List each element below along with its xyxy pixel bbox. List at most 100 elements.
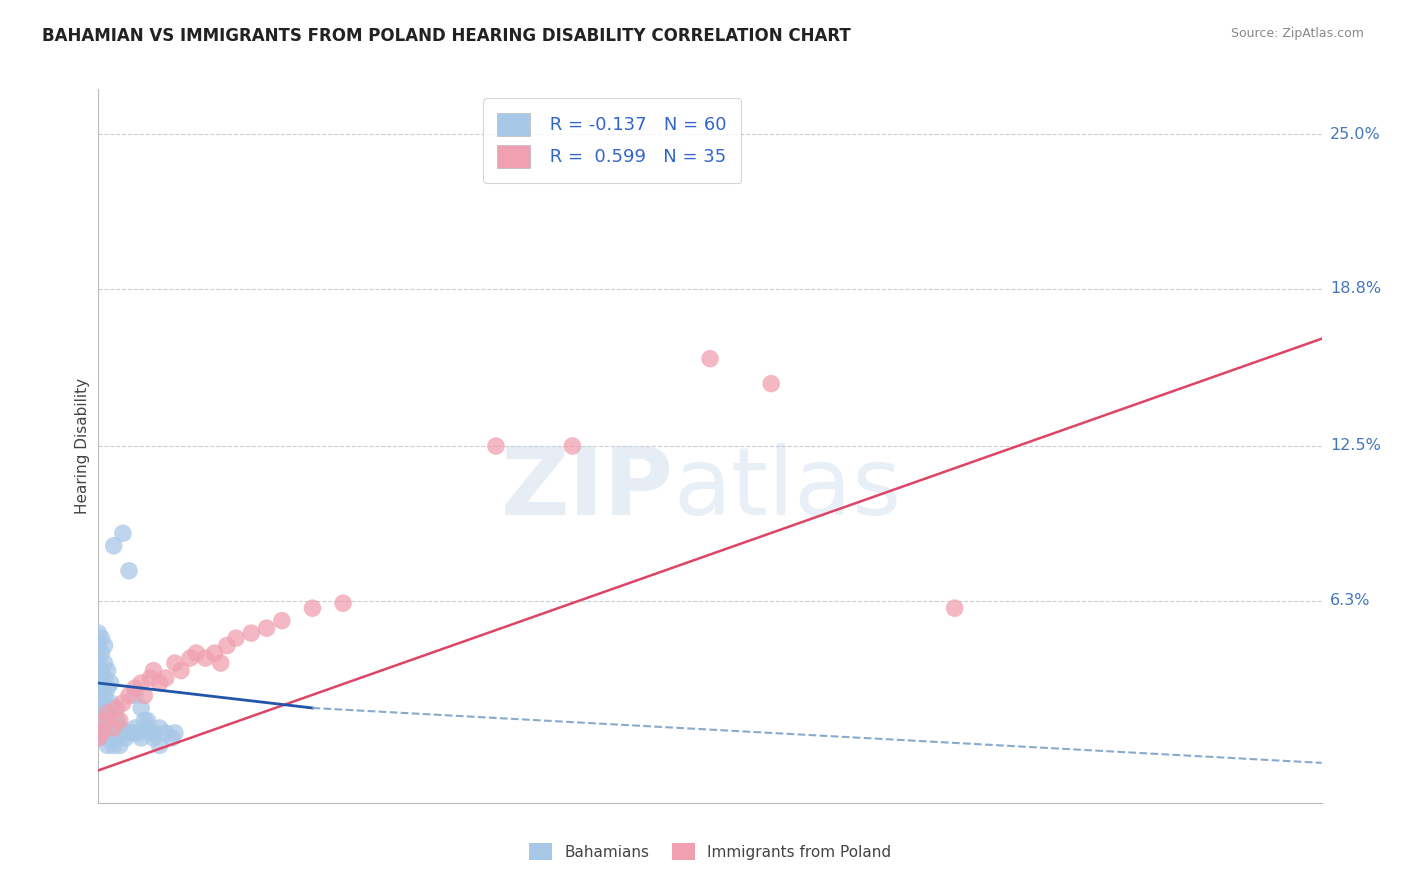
Text: 6.3%: 6.3% xyxy=(1330,593,1371,608)
Point xyxy=(111,526,134,541)
Point xyxy=(108,739,131,753)
Point xyxy=(204,646,226,660)
Point xyxy=(943,601,966,615)
Point xyxy=(139,671,162,685)
Point xyxy=(97,681,120,695)
Point xyxy=(97,721,120,735)
Point xyxy=(160,731,183,745)
Point xyxy=(105,701,128,715)
Point xyxy=(127,726,149,740)
Point xyxy=(87,726,110,740)
Point xyxy=(301,601,323,615)
Point xyxy=(87,676,110,690)
Point xyxy=(93,689,115,703)
Point xyxy=(103,539,125,553)
Text: Source: ZipAtlas.com: Source: ZipAtlas.com xyxy=(1230,27,1364,40)
Point xyxy=(699,351,721,366)
Point xyxy=(115,731,138,745)
Point xyxy=(93,639,115,653)
Point xyxy=(90,664,112,678)
Text: ZIP: ZIP xyxy=(501,442,673,535)
Point xyxy=(100,731,122,745)
Point xyxy=(118,689,141,703)
Point xyxy=(103,721,125,735)
Point xyxy=(108,714,131,728)
Y-axis label: Hearing Disability: Hearing Disability xyxy=(75,378,90,514)
Text: 18.8%: 18.8% xyxy=(1330,281,1381,296)
Legend:  R = -0.137   N = 60,  R =  0.599   N = 35: R = -0.137 N = 60, R = 0.599 N = 35 xyxy=(484,98,741,183)
Point xyxy=(93,726,115,740)
Point xyxy=(97,739,120,753)
Point xyxy=(163,656,186,670)
Point xyxy=(186,646,208,660)
Point xyxy=(87,689,110,703)
Point xyxy=(142,664,165,678)
Text: atlas: atlas xyxy=(673,442,901,535)
Point xyxy=(225,631,247,645)
Point xyxy=(129,676,152,690)
Point xyxy=(179,651,201,665)
Point xyxy=(93,714,115,728)
Point xyxy=(118,564,141,578)
Point xyxy=(118,726,141,740)
Point xyxy=(105,714,128,728)
Point xyxy=(121,726,143,740)
Point xyxy=(90,696,112,710)
Point xyxy=(149,739,172,753)
Point xyxy=(136,714,159,728)
Point xyxy=(142,731,165,745)
Point xyxy=(93,671,115,685)
Point xyxy=(270,614,292,628)
Point xyxy=(90,681,112,695)
Text: 25.0%: 25.0% xyxy=(1330,127,1381,142)
Point xyxy=(90,714,112,728)
Point xyxy=(155,726,177,740)
Point xyxy=(136,721,159,735)
Point xyxy=(103,721,125,735)
Point xyxy=(103,739,125,753)
Point xyxy=(759,376,782,391)
Point xyxy=(194,651,217,665)
Point xyxy=(103,701,125,715)
Point xyxy=(124,721,146,735)
Point xyxy=(209,656,232,670)
Point xyxy=(100,714,122,728)
Point xyxy=(485,439,508,453)
Point xyxy=(87,664,110,678)
Point xyxy=(87,731,110,745)
Point xyxy=(108,721,131,735)
Point xyxy=(87,626,110,640)
Point xyxy=(124,689,146,703)
Point xyxy=(134,714,156,728)
Point xyxy=(97,706,120,720)
Point xyxy=(100,696,122,710)
Point xyxy=(142,726,165,740)
Point xyxy=(90,726,112,740)
Point xyxy=(332,596,354,610)
Point xyxy=(111,696,134,710)
Point xyxy=(90,731,112,745)
Point xyxy=(111,726,134,740)
Point xyxy=(87,651,110,665)
Point xyxy=(139,726,162,740)
Point xyxy=(100,676,122,690)
Point xyxy=(90,631,112,645)
Point xyxy=(93,706,115,720)
Point xyxy=(129,731,152,745)
Point xyxy=(163,726,186,740)
Point xyxy=(93,656,115,670)
Point xyxy=(134,689,156,703)
Point xyxy=(155,671,177,685)
Point xyxy=(240,626,263,640)
Text: 12.5%: 12.5% xyxy=(1330,439,1381,453)
Point xyxy=(170,664,193,678)
Point xyxy=(124,681,146,695)
Point xyxy=(105,731,128,745)
Text: BAHAMIAN VS IMMIGRANTS FROM POLAND HEARING DISABILITY CORRELATION CHART: BAHAMIAN VS IMMIGRANTS FROM POLAND HEARI… xyxy=(42,27,851,45)
Point xyxy=(149,676,172,690)
Point xyxy=(90,646,112,660)
Point xyxy=(215,639,238,653)
Point xyxy=(87,701,110,715)
Point xyxy=(256,621,278,635)
Point xyxy=(561,439,583,453)
